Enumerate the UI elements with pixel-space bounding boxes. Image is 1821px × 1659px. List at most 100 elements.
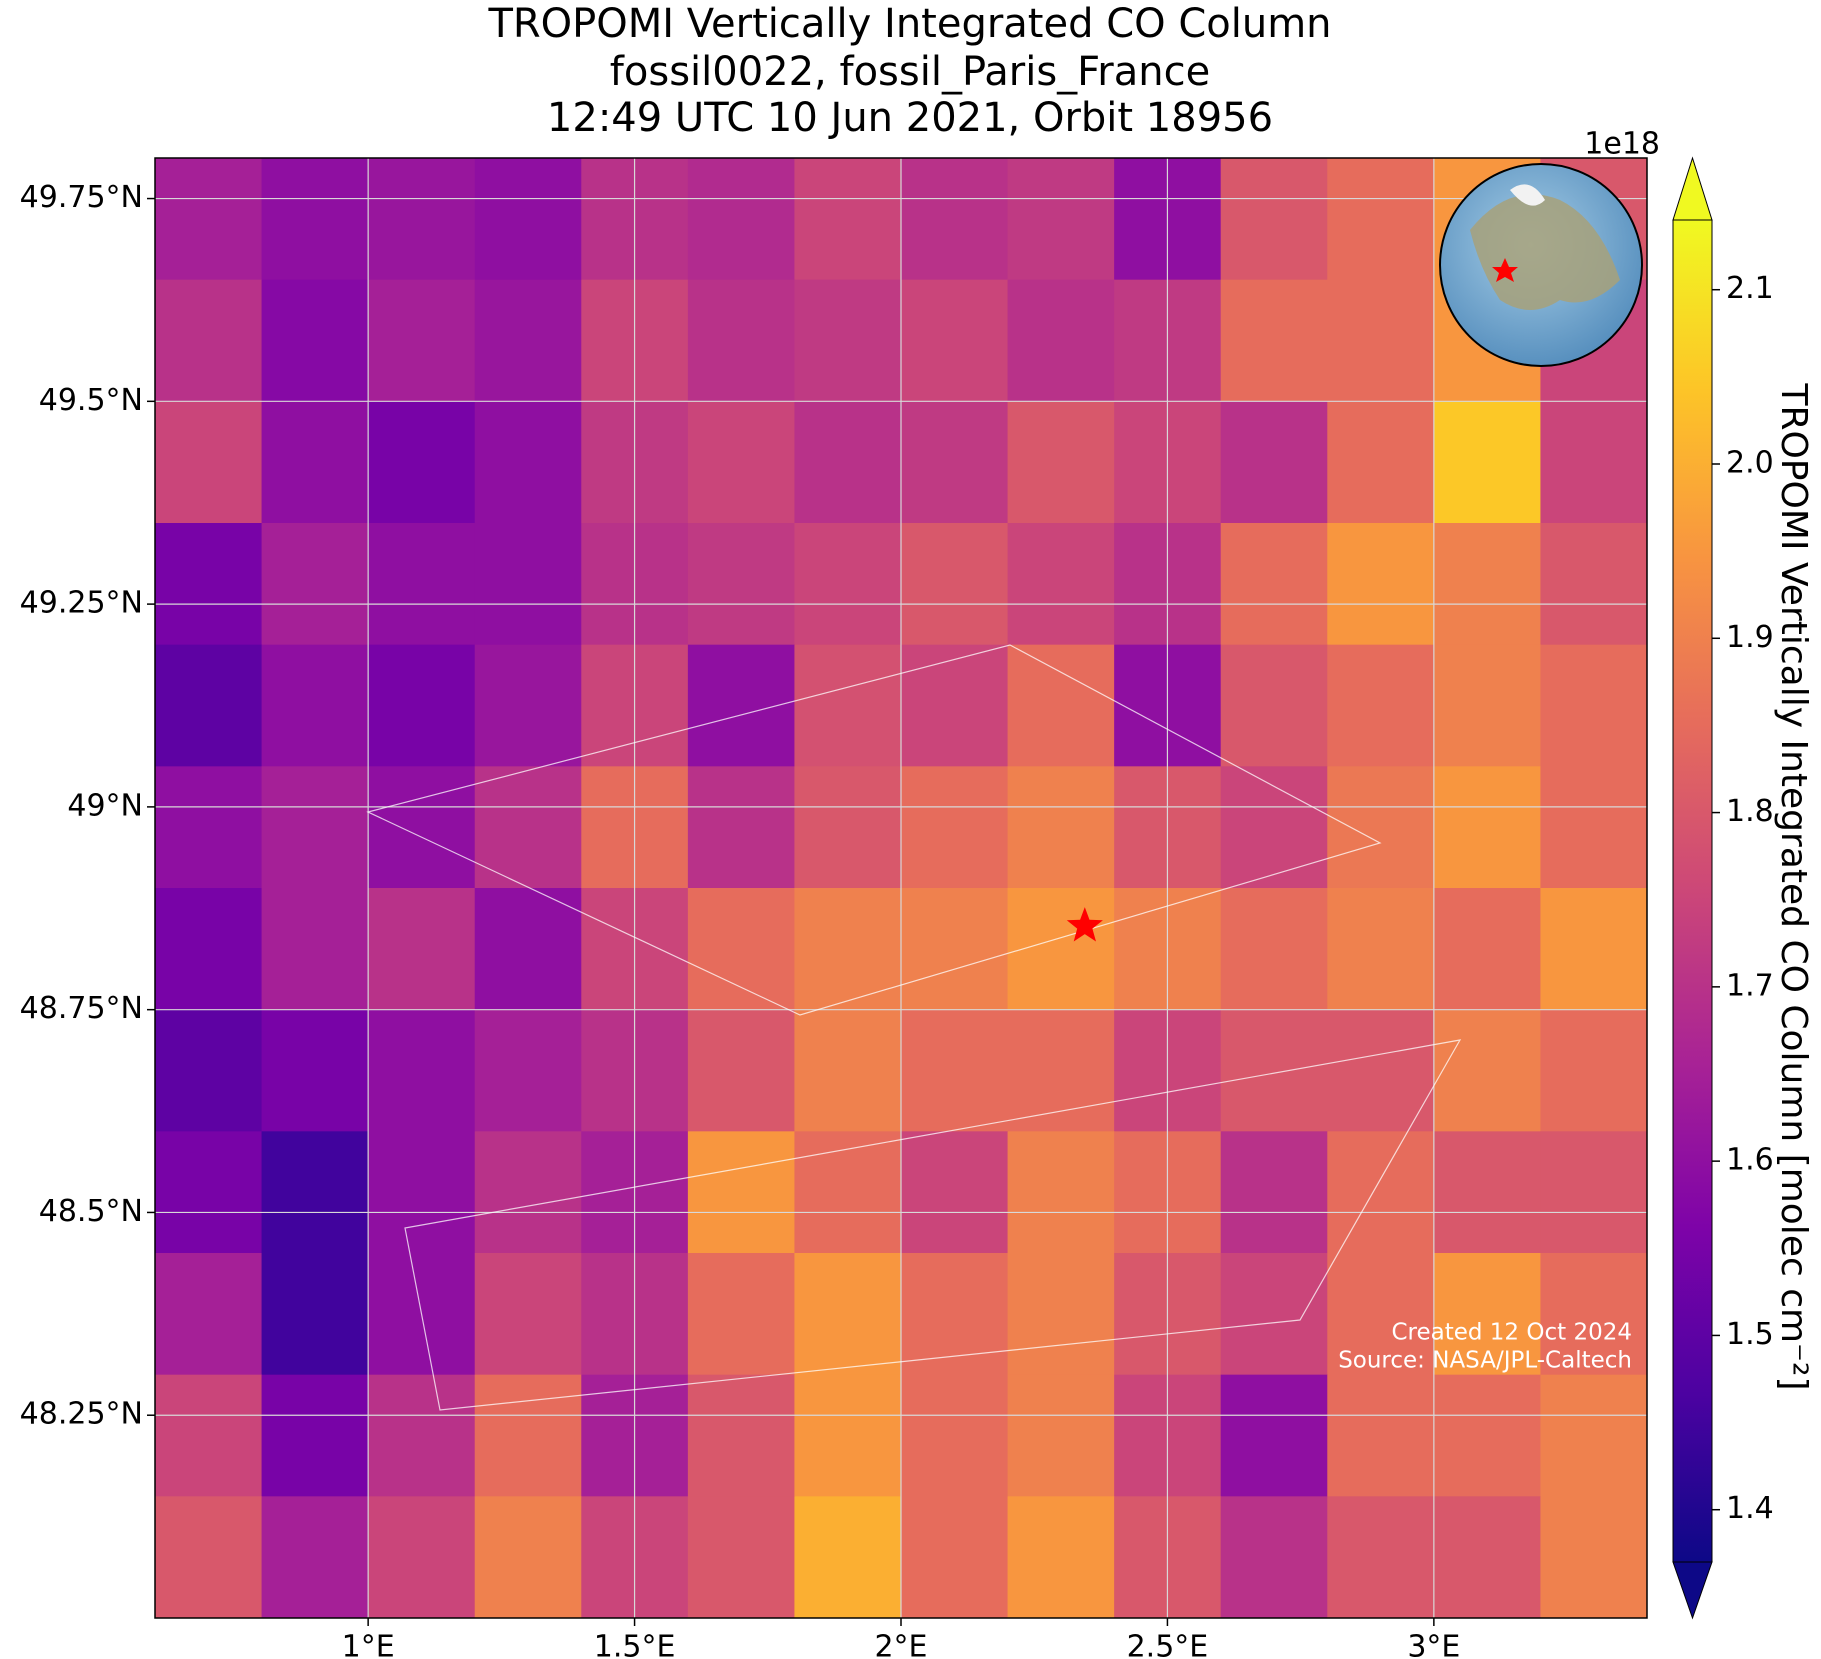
cell [794, 279, 902, 402]
cell [1540, 888, 1647, 1011]
cell [261, 1374, 369, 1497]
cell [1220, 766, 1328, 889]
footprint-outline [404, 1039, 1462, 1411]
globe-inset [1439, 163, 1643, 367]
cell [901, 766, 1009, 889]
cell [1220, 279, 1328, 402]
cell [1007, 1009, 1115, 1132]
cell [901, 644, 1009, 767]
cell [368, 523, 476, 646]
cell [1540, 766, 1647, 889]
ice [1510, 184, 1545, 206]
cell [474, 1374, 582, 1497]
cell [474, 1253, 582, 1376]
cell [901, 888, 1009, 1011]
cell [1007, 401, 1115, 524]
cell [1540, 1131, 1647, 1254]
cell [1220, 1496, 1328, 1618]
cell [1327, 1253, 1435, 1376]
cell [794, 158, 902, 281]
cell [474, 888, 582, 1011]
credit: Source: NASA/JPL-Caltech [1338, 1348, 1632, 1374]
cell [155, 1131, 263, 1254]
cell [1327, 766, 1435, 889]
cell [1220, 1374, 1328, 1497]
cell [1007, 279, 1115, 402]
cell [1540, 401, 1647, 524]
cell [901, 401, 1009, 524]
cell [687, 1374, 795, 1497]
x-tick-label: 2°E [874, 1630, 927, 1659]
cell [687, 888, 795, 1011]
cell [155, 644, 263, 767]
cell [1327, 1496, 1435, 1618]
colorbar-tick-label: 1.7 [1726, 968, 1774, 1003]
cell [1007, 644, 1115, 767]
cell [474, 1131, 582, 1254]
cell [474, 1009, 582, 1132]
cell [794, 1374, 902, 1497]
y-tick-label: 49.75°N [20, 180, 143, 215]
cell [474, 1496, 582, 1618]
cell [261, 1009, 369, 1132]
cell [474, 644, 582, 767]
cell [901, 1009, 1009, 1132]
grid [155, 158, 1647, 1618]
y-tick-label: 48.25°N [20, 1397, 143, 1432]
globe-marker [1492, 258, 1518, 282]
cell [794, 888, 902, 1011]
cell [794, 401, 902, 524]
cell [794, 1253, 902, 1376]
cell [1540, 1496, 1647, 1618]
data-layer [155, 158, 1647, 1618]
cell [261, 158, 369, 281]
cell [794, 1009, 902, 1132]
cell [155, 1253, 263, 1376]
cell [1007, 1131, 1115, 1254]
cell [687, 1131, 795, 1254]
cell [1220, 1131, 1328, 1254]
cell [1433, 401, 1541, 524]
cell [1007, 766, 1115, 889]
cell [155, 888, 263, 1011]
cell [155, 279, 263, 402]
cell [1327, 1374, 1435, 1497]
cell [1540, 1009, 1647, 1132]
colorbar-extend-max [1672, 156, 1713, 221]
footprint-outline [366, 644, 1382, 1016]
cell [1327, 401, 1435, 524]
cell [1540, 523, 1647, 646]
x-tick-label: 2.5°E [1127, 1630, 1209, 1659]
cell [155, 401, 263, 524]
cell [368, 766, 476, 889]
cell [1220, 401, 1328, 524]
cell [1433, 523, 1541, 646]
cell [1220, 1253, 1328, 1376]
cell [901, 158, 1009, 281]
cell [901, 523, 1009, 646]
cell [687, 1253, 795, 1376]
y-tick-label: 49.25°N [20, 586, 143, 621]
cell [1433, 888, 1541, 1011]
y-tick-label: 48.5°N [39, 1194, 143, 1229]
x-tick-label: 1°E [342, 1630, 395, 1659]
colorbar-extend-min [1672, 1561, 1713, 1620]
cell [474, 158, 582, 281]
cell [794, 766, 902, 889]
cell [1433, 644, 1541, 767]
cell [261, 523, 369, 646]
cell [474, 279, 582, 402]
cell [794, 1131, 902, 1254]
cell [261, 644, 369, 767]
cell [1327, 523, 1435, 646]
cell [1433, 766, 1541, 889]
cell [687, 1009, 795, 1132]
cell [1220, 1009, 1328, 1132]
cell [1327, 1009, 1435, 1132]
cell [261, 1496, 369, 1618]
chart-subtitle: 12:49 UTC 10 Jun 2021, Orbit 18956 [547, 95, 1273, 141]
cell [1540, 1253, 1647, 1376]
land [1470, 194, 1620, 310]
cell [1220, 888, 1328, 1011]
